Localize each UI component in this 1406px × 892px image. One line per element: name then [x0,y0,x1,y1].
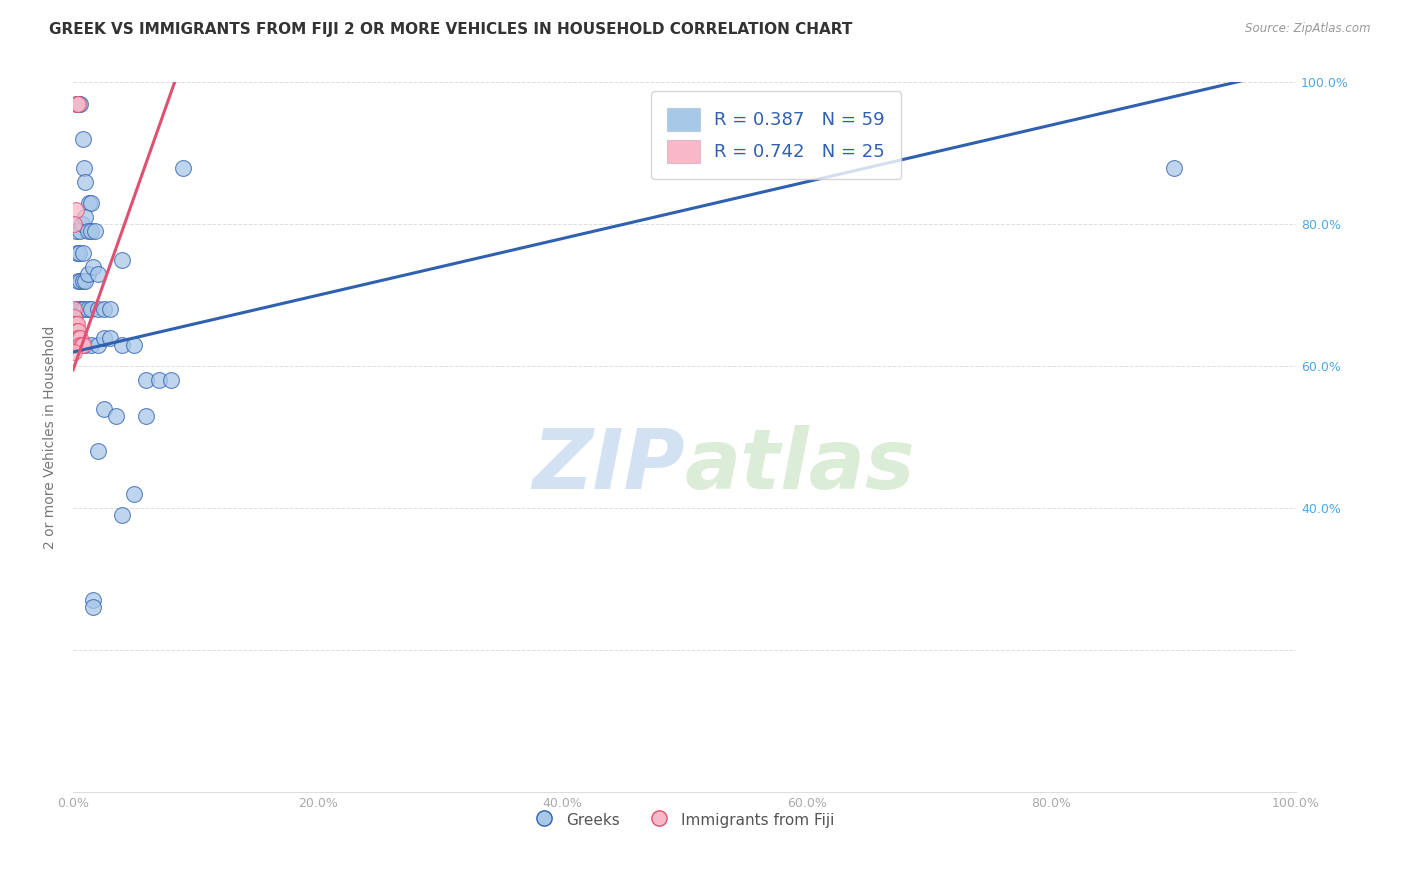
Point [66,331,89,345]
Point [75,338,97,352]
Point [66,96,89,111]
Point [122,487,145,501]
Point [135,374,157,388]
Point [80,224,103,238]
Point [65,324,87,338]
Point [63,310,86,324]
Point [66,324,89,338]
Point [80,302,103,317]
Point [93,302,115,317]
Point [86,302,108,317]
Point [111,338,134,352]
Point [82,600,104,615]
Point [77,196,100,211]
Point [76,302,98,317]
Point [72,132,94,146]
Point [69,96,91,111]
Point [66,338,89,352]
Legend: Greeks, Immigrants from Fiji: Greeks, Immigrants from Fiji [529,805,841,834]
Point [67,338,90,352]
Point [65,224,87,238]
Point [70,338,93,352]
Point [86,267,108,281]
Point [72,338,94,352]
Point [67,96,90,111]
Point [73,161,96,175]
Point [76,267,98,281]
Point [70,302,93,317]
Point [111,508,134,523]
Point [66,338,89,352]
Point [73,302,96,317]
Point [66,96,89,111]
Point [72,274,94,288]
Point [66,274,89,288]
Point [82,260,104,274]
Point [63,324,86,338]
Point [63,345,86,359]
Point [80,338,103,352]
Point [67,331,90,345]
Point [148,374,170,388]
Point [66,245,89,260]
Point [66,331,89,345]
Point [98,331,121,345]
Point [1163,161,1185,175]
Point [82,593,104,607]
Point [72,245,94,260]
Text: GREEK VS IMMIGRANTS FROM FIJI 2 OR MORE VEHICLES IN HOUSEHOLD CORRELATION CHART: GREEK VS IMMIGRANTS FROM FIJI 2 OR MORE … [49,22,852,37]
Point [160,374,183,388]
Point [66,302,89,317]
Point [65,317,87,331]
Point [80,196,103,211]
Point [69,274,91,288]
Point [93,331,115,345]
Point [75,274,97,288]
Point [67,245,90,260]
Point [66,331,89,345]
Point [66,324,89,338]
Point [86,338,108,352]
Point [111,252,134,267]
Point [65,331,87,345]
Point [69,338,91,352]
Point [65,96,87,111]
Y-axis label: 2 or more Vehicles in Household: 2 or more Vehicles in Household [44,326,58,549]
Point [84,224,107,238]
Text: Source: ZipAtlas.com: Source: ZipAtlas.com [1246,22,1371,36]
Text: ZIP: ZIP [531,425,685,506]
Point [67,338,90,352]
Point [75,175,97,189]
Point [66,317,89,331]
Point [75,211,97,225]
Point [69,331,91,345]
Point [70,338,93,352]
Point [63,302,86,317]
Point [69,224,91,238]
Point [122,338,145,352]
Point [67,302,90,317]
Text: atlas: atlas [685,425,915,506]
Point [65,203,87,218]
Point [63,218,86,232]
Point [76,224,98,238]
Point [104,409,127,423]
Point [70,218,93,232]
Point [98,302,121,317]
Point [66,96,89,111]
Point [93,401,115,416]
Point [172,161,194,175]
Point [135,409,157,423]
Point [86,444,108,458]
Point [63,317,86,331]
